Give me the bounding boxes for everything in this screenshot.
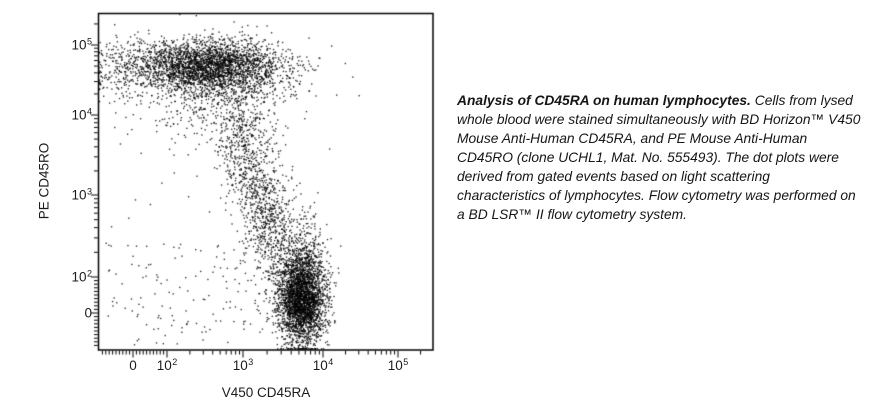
- x-axis-tick-label: 104: [312, 356, 334, 373]
- tick-label-base: 0: [84, 305, 92, 321]
- tick-label-base: 10: [387, 357, 403, 373]
- tick-label-exponent: 5: [403, 356, 409, 367]
- y-axis-tick-label: 103: [71, 186, 92, 203]
- tick-label-base: 10: [71, 269, 87, 285]
- tick-label-base: 10: [232, 357, 248, 373]
- caption-title: Analysis of CD45RA on human lymphocytes.: [457, 93, 751, 108]
- tick-label-base: 0: [129, 357, 137, 373]
- tick-label-exponent: 3: [248, 356, 254, 367]
- x-axis-tick-label: 102: [156, 356, 178, 373]
- tick-label-exponent: 3: [86, 186, 92, 197]
- tick-label-exponent: 4: [86, 106, 92, 117]
- x-axis-tick-label: 105: [387, 356, 409, 373]
- x-axis-tick-label: 0: [129, 357, 137, 373]
- flow-cytometry-figure: 0 102 103 104 105 0 102 103 104 105 V450 CD45RA …: [0, 0, 450, 413]
- tick-label-base: 10: [71, 187, 87, 203]
- figure-caption: Analysis of CD45RA on human lymphocytes.…: [457, 91, 861, 224]
- tick-label-exponent: 2: [172, 356, 178, 367]
- caption-body: Cells from lysed whole blood were staine…: [457, 93, 861, 222]
- x-axis-tick-label: 103: [232, 356, 254, 373]
- tick-label-base: 10: [156, 357, 172, 373]
- y-axis-tick-label: 104: [71, 106, 92, 123]
- tick-label-exponent: 2: [86, 268, 92, 279]
- y-axis-tick-label: 0: [84, 306, 92, 320]
- tick-label-exponent: 5: [86, 36, 92, 47]
- tick-label-exponent: 4: [328, 356, 334, 367]
- tick-label-base: 10: [71, 107, 87, 123]
- scatter-plot-canvas: [0, 0, 450, 413]
- tick-label-base: 10: [71, 37, 87, 53]
- tick-label-base: 10: [312, 357, 328, 373]
- y-axis-tick-label: 105: [71, 36, 92, 53]
- y-axis-title: PE CD45RO: [36, 142, 52, 220]
- y-axis-tick-label: 102: [71, 268, 92, 285]
- x-axis-title: V450 CD45RA: [221, 385, 311, 400]
